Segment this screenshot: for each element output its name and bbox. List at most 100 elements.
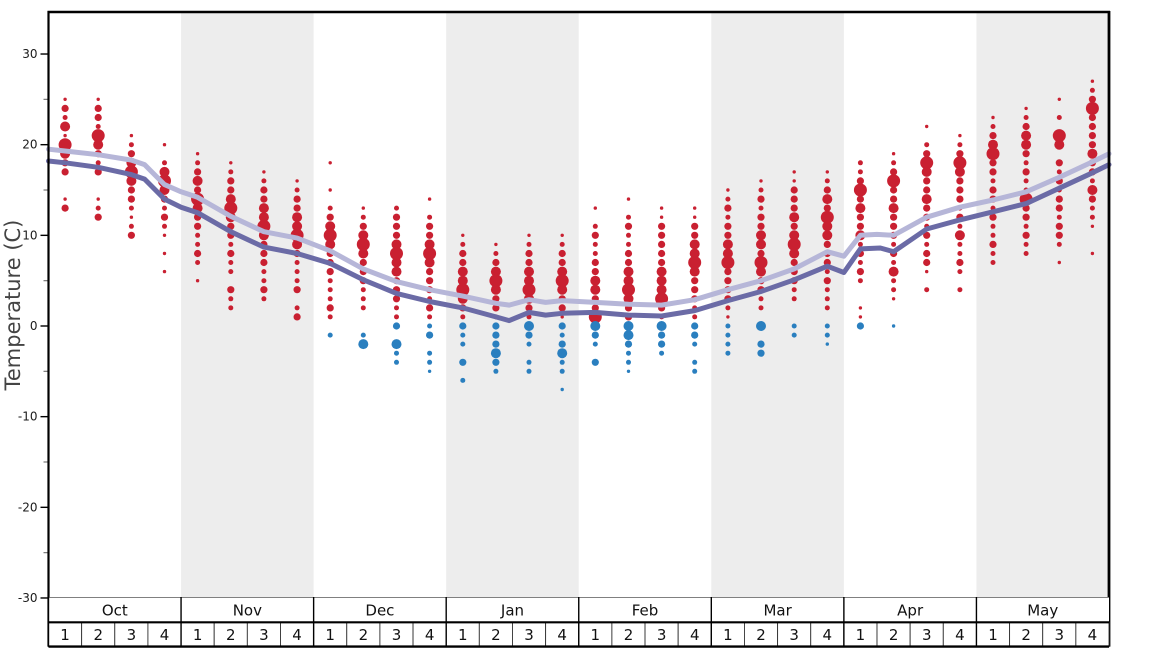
temp-dot-above-zero xyxy=(923,231,931,239)
temp-dot-above-zero xyxy=(1088,113,1096,122)
temp-dot-above-zero xyxy=(527,233,531,237)
temp-dot-above-zero xyxy=(721,256,735,269)
temp-dot-above-zero xyxy=(261,278,267,284)
temp-dot-below-zero xyxy=(791,323,797,329)
week-label: 1 xyxy=(458,626,468,644)
temp-dot-above-zero xyxy=(195,160,201,166)
temp-dot-above-zero xyxy=(459,258,467,267)
temp-dot-above-zero xyxy=(921,194,932,205)
temp-dot-above-zero xyxy=(857,160,863,166)
temp-dot-below-zero xyxy=(592,341,598,347)
temp-dot-above-zero xyxy=(923,177,931,185)
temp-dot-above-zero xyxy=(725,196,731,202)
temp-dot-below-zero xyxy=(460,332,466,338)
temp-dot-above-zero xyxy=(1090,224,1095,228)
temp-dot-above-zero xyxy=(423,247,437,260)
temp-dot-above-zero xyxy=(624,249,633,258)
temp-dot-above-zero xyxy=(358,248,369,259)
temp-dot-above-zero xyxy=(457,266,468,277)
temp-dot-above-zero xyxy=(292,239,303,250)
temp-dot-above-zero xyxy=(958,133,962,138)
week-label: 1 xyxy=(988,626,998,644)
temp-dot-above-zero xyxy=(789,248,800,259)
temp-dot-above-zero xyxy=(327,314,333,320)
week-label: 2 xyxy=(624,626,634,644)
temp-dot-above-zero xyxy=(292,221,303,232)
temp-dot-below-zero xyxy=(360,332,366,338)
temp-dot-above-zero xyxy=(592,241,598,247)
temp-dot-above-zero xyxy=(758,305,764,311)
temp-dot-above-zero xyxy=(392,222,401,230)
temp-dot-above-zero xyxy=(857,278,863,284)
temp-dot-above-zero xyxy=(526,241,532,247)
week-label: 3 xyxy=(524,626,534,644)
y-tick-label: 10 xyxy=(22,228,37,242)
temp-dot-above-zero xyxy=(822,230,833,241)
temp-dot-above-zero xyxy=(924,142,930,148)
temp-dot-above-zero xyxy=(957,142,963,148)
temp-dot-above-zero xyxy=(195,152,200,156)
temp-dot-above-zero xyxy=(857,260,863,265)
temp-dot-above-zero xyxy=(590,275,601,286)
temp-dot-above-zero xyxy=(990,223,996,229)
temp-dot-above-zero xyxy=(1021,139,1032,150)
temp-dot-above-zero xyxy=(890,186,898,194)
temp-dot-above-zero xyxy=(261,296,267,302)
temp-dot-above-zero xyxy=(890,168,898,176)
temp-dot-above-zero xyxy=(624,258,633,267)
temp-dot-above-zero xyxy=(925,124,929,129)
y-tick-label: -10 xyxy=(18,410,38,424)
temp-dot-above-zero xyxy=(426,231,434,239)
temp-dot-above-zero xyxy=(195,241,201,247)
temp-dot-below-zero xyxy=(756,321,766,331)
temp-dot-above-zero xyxy=(195,260,201,265)
temp-dot-above-zero xyxy=(359,222,367,230)
temp-dot-above-zero xyxy=(1023,178,1029,184)
week-label: 1 xyxy=(193,626,203,644)
temp-dot-above-zero xyxy=(823,277,831,285)
temp-dot-above-zero xyxy=(360,214,366,220)
week-label: 3 xyxy=(922,626,932,644)
temp-dot-below-zero xyxy=(492,322,500,330)
month-label-nov: Nov xyxy=(233,601,262,619)
temp-dot-above-zero xyxy=(925,269,929,274)
temp-dot-below-zero xyxy=(460,377,466,383)
temp-dot-above-zero xyxy=(957,223,963,229)
temp-dot-below-zero xyxy=(658,331,666,339)
temp-dot-above-zero xyxy=(162,205,167,211)
week-label: 3 xyxy=(657,626,667,644)
temp-dot-above-zero xyxy=(1089,178,1095,184)
temp-dot-above-zero xyxy=(856,195,865,203)
temp-dot-above-zero xyxy=(790,186,798,194)
temp-dot-above-zero xyxy=(427,197,432,201)
temp-dot-above-zero xyxy=(60,121,71,132)
temp-dot-above-zero xyxy=(557,284,568,295)
temp-dot-below-zero xyxy=(526,368,532,374)
y-tick-label: 30 xyxy=(22,47,37,61)
temp-dot-below-zero xyxy=(692,341,698,347)
temp-dot-above-zero xyxy=(626,214,631,220)
temp-dot-above-zero xyxy=(1090,251,1095,256)
temp-dot-above-zero xyxy=(96,197,100,201)
week-cell xyxy=(677,621,712,648)
temp-dot-above-zero xyxy=(490,284,501,295)
temp-dot-above-zero xyxy=(1052,129,1066,143)
temp-dot-above-zero xyxy=(956,195,964,203)
temp-dot-above-zero xyxy=(857,241,863,247)
temp-dot-above-zero xyxy=(58,138,72,152)
temp-dot-above-zero xyxy=(756,266,766,277)
temp-dot-above-zero xyxy=(261,178,267,184)
temp-dot-below-zero xyxy=(427,323,433,329)
temp-dot-above-zero xyxy=(1056,241,1062,247)
temp-dot-above-zero xyxy=(689,266,700,277)
temp-dot-above-zero xyxy=(489,274,503,288)
temp-dot-above-zero xyxy=(560,233,564,237)
temp-dot-above-zero xyxy=(229,161,233,165)
temp-dot-below-zero xyxy=(394,350,399,356)
temp-dot-above-zero xyxy=(559,241,565,247)
y-tick-label: -30 xyxy=(18,591,38,605)
temp-dot-below-zero xyxy=(691,322,699,330)
temp-dot-below-zero xyxy=(725,341,731,347)
temp-dot-above-zero xyxy=(323,228,337,242)
temp-dot-above-zero xyxy=(1055,231,1063,239)
